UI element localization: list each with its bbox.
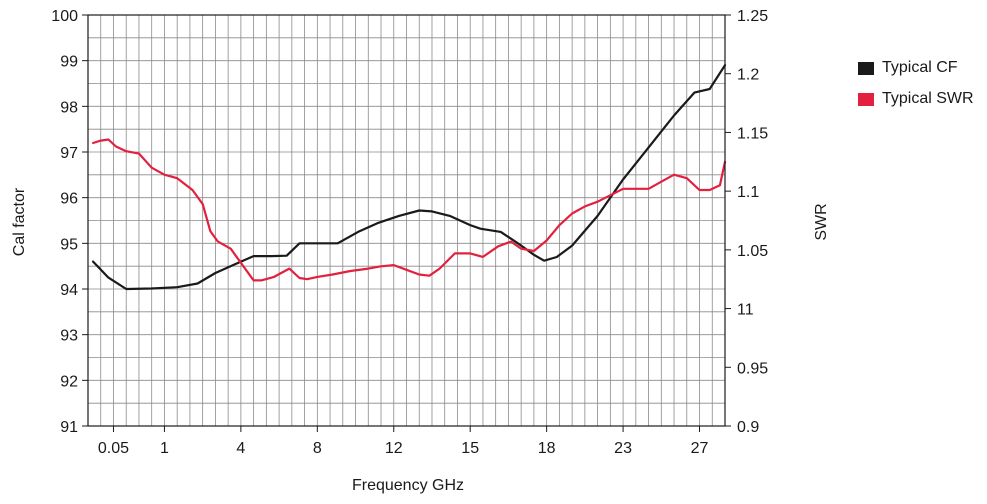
y-right-tick-label: 1.25 <box>737 8 768 25</box>
y-left-tick-label: 94 <box>60 282 78 299</box>
y-left-tick-label: 95 <box>60 236 78 253</box>
y-right-tick-label: 1.2 <box>737 67 759 84</box>
series-line-typical-swr <box>92 138 727 282</box>
x-tick-label: 23 <box>614 440 632 457</box>
legend-item-swr: Typical SWR <box>858 89 974 109</box>
y-right-tick-label: 11 <box>737 302 754 319</box>
x-tick-label: 15 <box>461 440 479 457</box>
y-left-tick-label: 92 <box>60 373 78 390</box>
x-tick-label: 0.05 <box>98 440 129 457</box>
legend-label-cf: Typical CF <box>882 59 958 76</box>
y-right-tick-label: 0.95 <box>737 360 768 377</box>
y-right-tick-label: 1.1 <box>737 184 759 201</box>
x-tick-label: 4 <box>236 440 245 457</box>
y-left-axis-title: Cal factor <box>11 187 28 256</box>
y-right-tick-label: 1.15 <box>737 125 768 142</box>
legend-swatch-swr <box>858 92 874 106</box>
legend-label-swr: Typical SWR <box>882 90 974 107</box>
series-line-typical-cf <box>92 64 727 291</box>
x-tick-label: 27 <box>691 440 709 457</box>
plot-frame <box>87 14 726 427</box>
y-left-tick-label: 100 <box>51 8 78 25</box>
y-right-tick-label: 0.9 <box>737 419 759 436</box>
axes <box>82 14 731 432</box>
x-axis-title: Frequency GHz <box>352 477 464 494</box>
y-left-tick-label: 98 <box>60 99 78 116</box>
y-left-tick-label: 96 <box>60 191 78 208</box>
series-layer <box>92 64 727 291</box>
legend: Typical CF Typical SWR <box>858 58 974 120</box>
y-left-tick-label: 99 <box>60 54 78 71</box>
y-left-tick-label: 97 <box>60 145 78 162</box>
y-left-tick-label: 91 <box>60 419 78 436</box>
tick-labels: 100 99 98 97 96 95 94 93 92 91 1.25 1.2 1.15 1.1 1.05 1… <box>51 8 768 457</box>
y-right-tick-label: 1.05 <box>737 243 768 260</box>
legend-swatch-cf <box>858 61 874 75</box>
grid <box>88 15 725 426</box>
y-right-axis-title: SWR <box>813 203 830 240</box>
y-left-tick-label: 93 <box>60 328 78 345</box>
x-tick-label: 12 <box>385 440 403 457</box>
x-tick-label: 8 <box>313 440 322 457</box>
x-tick-label: 18 <box>538 440 556 457</box>
legend-item-cf: Typical CF <box>858 58 974 78</box>
x-tick-label: 1 <box>160 440 169 457</box>
